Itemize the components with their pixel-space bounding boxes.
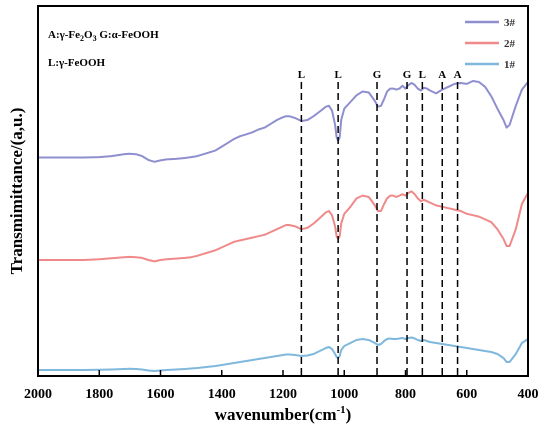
marker-label-5: L [419, 69, 426, 81]
x-tick-label-1: 2000 [24, 387, 52, 402]
series-line-1 [38, 80, 529, 163]
series-line-3 [38, 336, 529, 372]
series-layer [38, 80, 529, 372]
legend: 3# 2# 1# [465, 17, 516, 71]
marker-label-2: L [334, 69, 341, 81]
x-axis-title: wavenumber(cm-1) [215, 404, 352, 424]
marker-label-1: L [298, 69, 305, 81]
x-tick-label-9: 400 [518, 387, 539, 402]
x-tick-label-8: 600 [456, 387, 477, 402]
marker-label-3: G [373, 69, 382, 81]
marker-label-4: G [403, 69, 412, 81]
marker-label-7: A [454, 69, 462, 81]
annotation-line-1: A:γ-Fe2O3 G:α-FeOOH [48, 29, 159, 43]
x-tick-label-2: 1800 [85, 387, 113, 402]
x-tick-label-7: 800 [395, 387, 416, 402]
x-tick-label-3: 1600 [147, 387, 175, 402]
x-tick-label-4: 1400 [208, 387, 236, 402]
legend-label-1: 3# [504, 17, 516, 29]
x-tick-label-6: 1000 [330, 387, 358, 402]
legend-label-2: 2# [504, 38, 516, 50]
y-axis-title: Transmimittance/(a,u.) [7, 108, 26, 275]
x-tick-label-5: 1200 [269, 387, 297, 402]
plot-frame [37, 5, 529, 377]
series-line-2 [38, 190, 529, 263]
x-ticks: 2000 1800 1600 1400 1200 1000 800 600 400 [24, 370, 539, 402]
marker-label-6: A [438, 69, 446, 81]
annotation-line-2: L:γ-FeOOH [48, 57, 106, 69]
legend-label-3: 1# [504, 59, 516, 71]
